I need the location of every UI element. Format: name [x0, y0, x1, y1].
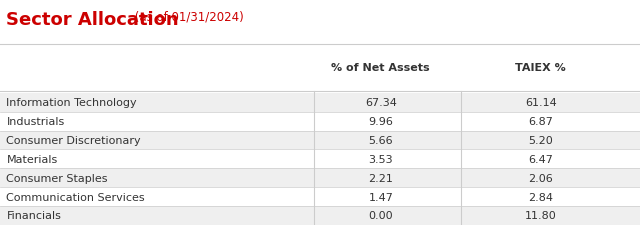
- Text: TAIEX %: TAIEX %: [515, 63, 566, 73]
- Text: 5.20: 5.20: [529, 135, 553, 145]
- Bar: [0, 131, 640, 150]
- Text: Communication Services: Communication Services: [6, 192, 145, 202]
- Text: 6.87: 6.87: [529, 117, 553, 126]
- Bar: [0, 150, 640, 169]
- Bar: [0, 169, 640, 187]
- Text: 0.00: 0.00: [369, 211, 393, 220]
- Text: Financials: Financials: [6, 211, 61, 220]
- Text: % of Net Assets: % of Net Assets: [332, 63, 430, 73]
- Text: Consumer Discretionary: Consumer Discretionary: [6, 135, 141, 145]
- Text: Sector Allocation: Sector Allocation: [6, 11, 179, 29]
- Text: Information Technology: Information Technology: [6, 98, 137, 108]
- Text: 9.96: 9.96: [369, 117, 393, 126]
- Text: 2.84: 2.84: [528, 192, 554, 202]
- Bar: [0, 206, 640, 225]
- Text: 6.47: 6.47: [529, 154, 553, 164]
- Text: 2.06: 2.06: [529, 173, 553, 183]
- Text: Materials: Materials: [6, 154, 58, 164]
- Text: Consumer Staples: Consumer Staples: [6, 173, 108, 183]
- Bar: [0, 112, 640, 131]
- Bar: [0, 187, 640, 206]
- Text: 61.14: 61.14: [525, 98, 557, 108]
- Text: 3.53: 3.53: [369, 154, 393, 164]
- Text: (as of 01/31/2024): (as of 01/31/2024): [131, 10, 244, 23]
- Text: 11.80: 11.80: [525, 211, 557, 220]
- Bar: [0, 93, 640, 112]
- Text: 1.47: 1.47: [369, 192, 393, 202]
- Text: 67.34: 67.34: [365, 98, 397, 108]
- Text: 2.21: 2.21: [369, 173, 393, 183]
- Text: 5.66: 5.66: [369, 135, 393, 145]
- Text: Industrials: Industrials: [6, 117, 65, 126]
